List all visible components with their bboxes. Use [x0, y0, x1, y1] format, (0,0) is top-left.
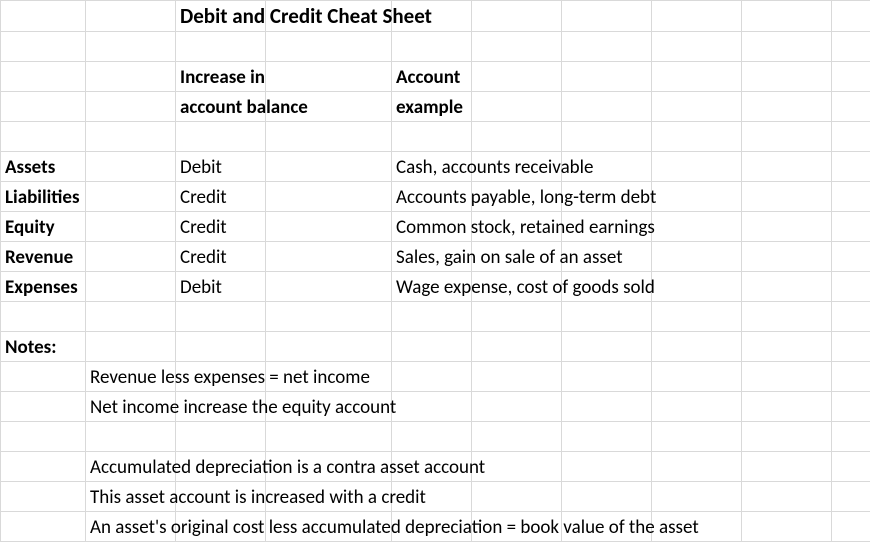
note-text: Accumulated depreciation is a contra ass…: [86, 452, 176, 482]
category-cell: Assets: [1, 152, 86, 182]
category-cell: Expenses: [1, 272, 86, 302]
note-row: [1, 422, 870, 452]
spreadsheet-grid: Debit and Credit Cheat Sheet Increase in…: [0, 0, 870, 542]
category-cell: Revenue: [1, 242, 86, 272]
example-cell: Common stock, retained earnings: [392, 212, 472, 242]
header-account-line2: example: [392, 92, 472, 122]
note-row: Revenue less expenses = net income: [1, 362, 870, 392]
note-row: Accumulated depreciation is a contra ass…: [1, 452, 870, 482]
note-text: An asset's original cost less accumulate…: [86, 512, 176, 542]
note-text: Revenue less expenses = net income: [86, 362, 176, 392]
increase-cell: Debit: [176, 272, 266, 302]
header-increase-line2: account balance: [176, 92, 266, 122]
table-row: Liabilities Credit Accounts payable, lon…: [1, 182, 870, 212]
example-cell: Wage expense, cost of goods sold: [392, 272, 472, 302]
note-text: Net income increase the equity account: [86, 392, 176, 422]
increase-cell: Debit: [176, 152, 266, 182]
category-cell: Equity: [1, 212, 86, 242]
notes-label: Notes:: [1, 332, 86, 362]
increase-cell: Credit: [176, 182, 266, 212]
note-row: Net income increase the equity account: [1, 392, 870, 422]
table-row: Revenue Credit Sales, gain on sale of an…: [1, 242, 870, 272]
table-row: Assets Debit Cash, accounts receivable: [1, 152, 870, 182]
category-cell: Liabilities: [1, 182, 86, 212]
note-row: An asset's original cost less accumulate…: [1, 512, 870, 542]
example-cell: Sales, gain on sale of an asset: [392, 242, 472, 272]
sheet-title: Debit and Credit Cheat Sheet: [176, 1, 266, 32]
increase-cell: Credit: [176, 242, 266, 272]
example-cell: Accounts payable, long-term debt: [392, 182, 472, 212]
table-row: Expenses Debit Wage expense, cost of goo…: [1, 272, 870, 302]
note-text: This asset account is increased with a c…: [86, 482, 176, 512]
header-increase-line1: Increase in: [176, 62, 266, 92]
example-cell: Cash, accounts receivable: [392, 152, 472, 182]
increase-cell: Credit: [176, 212, 266, 242]
table-row: Equity Credit Common stock, retained ear…: [1, 212, 870, 242]
note-text: [86, 422, 176, 452]
header-account-line1: Account: [392, 62, 472, 92]
note-row: This asset account is increased with a c…: [1, 482, 870, 512]
